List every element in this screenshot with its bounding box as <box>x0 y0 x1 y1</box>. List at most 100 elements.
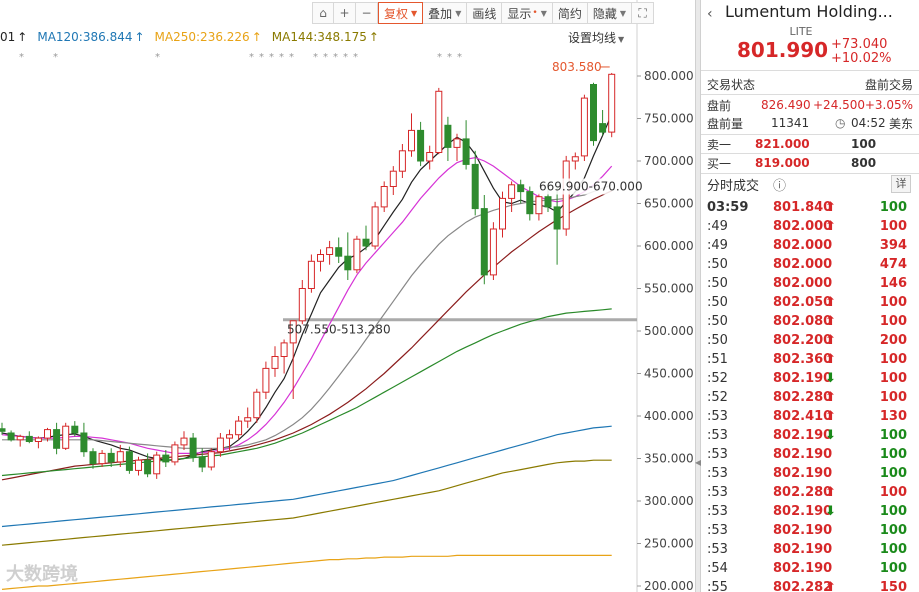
detail-button[interactable]: 详 <box>891 175 911 193</box>
trade-row: :52 802.190 ⬇ 100 <box>701 369 919 388</box>
trade-price: 802.000 <box>773 238 833 253</box>
candle-body <box>107 452 115 463</box>
arrow-up-icon: ↑ <box>251 30 262 44</box>
candle-body <box>580 97 588 157</box>
candle-body <box>499 197 506 230</box>
toolbar-button[interactable]: 画线 <box>467 2 503 24</box>
toolbar-button[interactable]: 复权 ▼ <box>378 2 424 24</box>
candle-body <box>189 437 197 458</box>
trade-time: :49 <box>707 238 728 253</box>
event-marker-icon: * <box>333 52 338 63</box>
chart-panel[interactable]: 800.000 750.000 700.000 650.000 600.000 550.0… <box>0 0 695 592</box>
clock-icon: ◷ <box>835 116 846 130</box>
stock-code: LITE <box>789 25 813 38</box>
trade-price: 802.000 <box>773 219 833 234</box>
event-marker-icon: * <box>259 52 264 63</box>
event-marker-icon: * <box>353 52 358 63</box>
y-tick-label: 650.000 <box>644 197 694 211</box>
event-marker-icon: * <box>289 52 294 63</box>
trade-volume: 200 <box>879 333 907 348</box>
candle-body <box>116 451 124 463</box>
ma-settings-label: 设置均线 <box>568 31 617 45</box>
bid-row: 买一 819.000 800 <box>707 154 913 172</box>
candle-body <box>162 454 170 463</box>
trade-volume: 100 <box>879 466 907 481</box>
caret-down-icon: ▼ <box>619 8 627 18</box>
arrow-down-icon: ⬇ <box>825 371 836 386</box>
candle-body <box>417 129 425 162</box>
trade-price: 802.190 <box>773 523 833 538</box>
trade-volume: 100 <box>879 561 907 576</box>
toolbar-button[interactable]: 叠加 ▼ <box>423 2 468 24</box>
toolbar-button-label: 画线 <box>472 6 497 21</box>
premarket-change: +24.500 <box>813 98 866 112</box>
trades-label: 分时成交 <box>707 178 760 194</box>
candle-body <box>180 437 188 446</box>
trade-list[interactable]: 03:59 801.840 ⬆ 100:49 802.000 ⬆ 100:49 802.000… <box>701 198 919 592</box>
notify-dot-icon: • <box>532 8 538 18</box>
candle-body <box>7 432 15 441</box>
change-percent: +10.02% <box>831 51 892 66</box>
arrow-up-icon: ⬆ <box>825 333 836 348</box>
ma-legend-item: MA144:348.175 ↑ <box>272 30 379 44</box>
collapse-arrow-icon[interactable]: ◀ <box>695 458 702 467</box>
toolbar-button[interactable]: 简约 <box>552 2 588 24</box>
fullscreen-icon[interactable]: ⛶ <box>632 2 655 24</box>
timezone: 美东 <box>888 116 913 131</box>
toolbar-button-label: 显示 <box>507 6 532 21</box>
status-value: 盘前交易 <box>864 77 913 92</box>
caret-down-icon: ▼ <box>618 35 625 44</box>
candle-body <box>335 247 343 257</box>
arrow-up-icon: ↑ <box>368 30 379 44</box>
ma-line <box>1 156 613 454</box>
ma-line <box>1 459 612 546</box>
premarket-volume: 11341 <box>771 116 810 130</box>
trade-volume: 100 <box>879 428 907 443</box>
arrow-up-icon: ↑ <box>134 30 145 44</box>
trade-price: 802.000 <box>773 257 833 272</box>
candle-body <box>235 420 243 436</box>
trade-price: 802.190 <box>773 371 833 386</box>
y-tick-label: 450.000 <box>644 367 694 381</box>
quote-panel: ‹ Lumentum Holding... LITE 801.990 +73.0… <box>701 0 919 592</box>
candle-body <box>398 150 406 172</box>
info-icon[interactable]: ⓘ <box>773 178 787 194</box>
trade-price: 802.190 <box>773 428 833 443</box>
divider <box>701 70 919 71</box>
bid-label: 买一 <box>707 156 732 171</box>
candle-body <box>98 452 106 465</box>
minus-icon[interactable]: − <box>356 2 378 24</box>
candle-body <box>253 391 261 419</box>
candle-body <box>371 206 379 247</box>
toolbar-button[interactable]: 显示 • ▼ <box>502 2 553 24</box>
trade-row: :54 802.190 100 <box>701 559 919 578</box>
trade-price: 802.190 <box>773 504 833 519</box>
trade-row: :53 802.190 100 <box>701 540 919 559</box>
arrow-down-icon: ⬇ <box>825 504 836 519</box>
candle-body <box>389 170 397 187</box>
ma-legend-text: MA120:386.844 <box>37 30 133 44</box>
back-chevron-icon[interactable]: ‹ <box>707 6 713 22</box>
candle-body <box>262 367 270 393</box>
trade-time: :52 <box>707 390 728 405</box>
ma-settings-dropdown[interactable]: 设置均线 ▼ <box>568 29 624 46</box>
candle-body <box>426 152 434 162</box>
plus-icon[interactable]: + <box>334 2 356 24</box>
y-tick-label: 550.000 <box>644 282 694 296</box>
candle-body <box>408 129 415 152</box>
candle-body <box>0 428 6 432</box>
toolbar-button[interactable]: 隐藏 ▼ <box>587 2 633 24</box>
trade-time: :50 <box>707 257 728 272</box>
candle-body <box>590 84 597 142</box>
premarket-row: 盘前 826.490 +24.500 +3.05% <box>707 96 913 114</box>
lock-icon[interactable]: ⌂ <box>312 2 334 24</box>
watermark: 大数跨境 <box>6 564 78 585</box>
candle-body <box>207 451 215 468</box>
event-marker-icon: * <box>447 52 452 63</box>
trade-time: :53 <box>707 466 728 481</box>
panel-divider[interactable] <box>695 0 701 592</box>
candlestick-chart[interactable]: 800.000 750.000 700.000 650.000 600.000 550.0… <box>0 0 695 592</box>
last-price: 801.990 <box>737 38 829 62</box>
event-marker-icon: * <box>343 52 348 63</box>
candle-body <box>562 160 570 230</box>
